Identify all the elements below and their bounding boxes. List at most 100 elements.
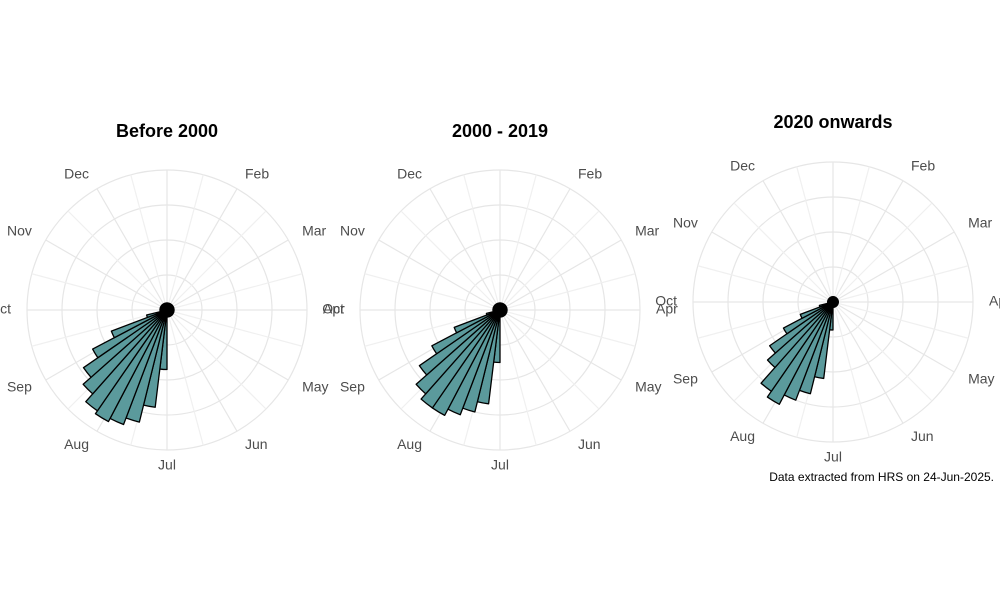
- grid-spoke: [499, 273, 636, 311]
- grid-spoke: [166, 309, 238, 432]
- month-label: Aug: [64, 436, 89, 452]
- month-label: Sep: [7, 379, 32, 395]
- bar: [91, 309, 168, 359]
- bar: [453, 309, 501, 334]
- bar: [766, 301, 834, 405]
- grid-spoke: [832, 231, 955, 303]
- grid-spoke: [796, 166, 834, 303]
- grid-spoke: [378, 239, 501, 311]
- grid-spoke: [499, 309, 636, 347]
- month-label: Nov: [673, 215, 698, 231]
- grid-spoke: [832, 202, 933, 303]
- chart-title: 2000 - 2019: [452, 121, 548, 141]
- grid-spoke: [762, 180, 834, 303]
- grid-spoke: [832, 301, 870, 438]
- month-label: Apr: [323, 301, 345, 317]
- bar: [799, 301, 834, 319]
- month-label: Sep: [340, 379, 365, 395]
- month-label: Jul: [158, 457, 176, 473]
- grid-spoke: [31, 273, 168, 311]
- grid-spoke: [499, 239, 622, 311]
- grid-spoke: [400, 210, 501, 311]
- grid-spoke: [96, 188, 168, 311]
- grid-spoke: [364, 273, 501, 311]
- month-label: Nov: [7, 223, 32, 239]
- grid-spoke: [67, 210, 168, 311]
- chart-title: Before 2000: [116, 121, 218, 141]
- month-label: Jun: [578, 436, 601, 452]
- grid-spoke: [364, 309, 501, 347]
- bar: [760, 301, 834, 392]
- grid-spoke: [832, 180, 904, 303]
- month-label: Jul: [824, 449, 842, 465]
- month-label: Oct: [322, 301, 344, 317]
- month-label: Jul: [491, 457, 509, 473]
- bar: [415, 309, 501, 395]
- month-label: Jun: [911, 428, 934, 444]
- bar: [498, 302, 501, 311]
- grid-spoke: [499, 309, 622, 381]
- month-label: Dec: [397, 166, 422, 182]
- grid-spoke: [31, 309, 168, 347]
- month-label: Jun: [245, 436, 268, 452]
- grid-spoke: [499, 309, 571, 432]
- grid-spoke: [499, 309, 600, 410]
- month-label: Apr: [656, 301, 678, 317]
- grid-spoke: [130, 174, 168, 311]
- bar: [431, 309, 501, 355]
- grid-spoke: [166, 309, 303, 347]
- grid-spoke: [166, 239, 289, 311]
- bar: [85, 309, 168, 412]
- grid-spoke: [832, 301, 904, 424]
- month-label: May: [302, 379, 328, 395]
- bar: [82, 309, 168, 395]
- month-label: May: [635, 379, 661, 395]
- grid-spoke: [733, 202, 834, 303]
- month-label: Oct: [655, 293, 677, 309]
- grid-spoke: [697, 301, 834, 339]
- month-label: Oct: [0, 301, 11, 317]
- month-label: Mar: [635, 223, 659, 239]
- bar: [831, 296, 834, 303]
- month-label: Aug: [397, 436, 422, 452]
- bar: [420, 309, 501, 409]
- month-label: Sep: [673, 371, 698, 387]
- bar: [766, 301, 834, 369]
- grid-spoke: [499, 309, 537, 446]
- grid-spoke: [832, 301, 969, 339]
- month-label: Dec: [730, 158, 755, 174]
- bar: [768, 301, 834, 354]
- month-label: Feb: [245, 166, 269, 182]
- grid-spoke: [463, 174, 501, 311]
- bar: [94, 309, 168, 423]
- chart-title: 2020 onwards: [773, 112, 892, 132]
- grid-spoke: [499, 210, 600, 311]
- month-label: Nov: [340, 223, 365, 239]
- grid-spoke: [832, 301, 933, 402]
- grid-spoke: [429, 188, 501, 311]
- grid-spoke: [499, 188, 571, 311]
- bar: [782, 301, 834, 335]
- bar: [110, 309, 168, 339]
- month-label: Aug: [730, 428, 755, 444]
- month-label: May: [968, 371, 994, 387]
- grid-spoke: [45, 239, 168, 311]
- grid-spoke: [832, 265, 969, 303]
- month-label: Dec: [64, 166, 89, 182]
- month-label: Mar: [968, 215, 992, 231]
- grid-spoke: [832, 166, 870, 303]
- month-label: Mar: [302, 223, 326, 239]
- grid-spoke: [166, 309, 267, 410]
- bar: [165, 302, 168, 311]
- grid-spoke: [166, 309, 289, 381]
- month-label: Feb: [578, 166, 602, 182]
- month-label: Apr: [989, 293, 1000, 309]
- bar: [82, 309, 168, 378]
- grid-spoke: [711, 231, 834, 303]
- month-label: Feb: [911, 158, 935, 174]
- grid-spoke: [166, 174, 204, 311]
- grid-spoke: [166, 309, 204, 446]
- grid-spoke: [166, 210, 267, 311]
- caption: Data extracted from HRS on 24-Jun-2025.: [769, 470, 994, 484]
